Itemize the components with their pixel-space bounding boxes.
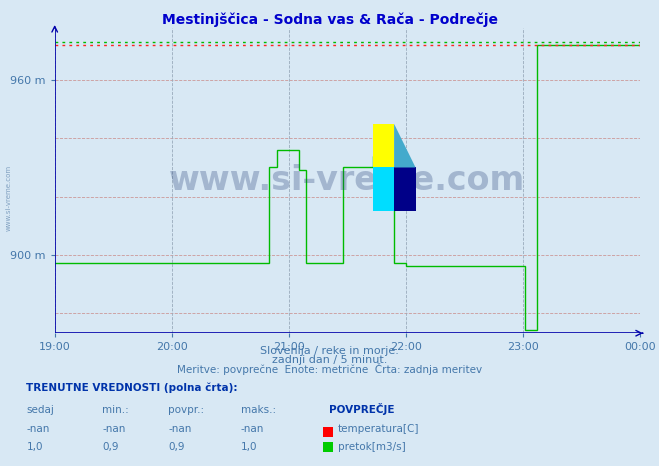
Text: maks.:: maks.: xyxy=(241,405,275,415)
Text: sedaj: sedaj xyxy=(26,405,54,415)
Text: www.si-vreme.com: www.si-vreme.com xyxy=(5,165,12,231)
Bar xyxy=(372,124,394,167)
Text: Mestinjščica - Sodna vas & Rača - Podrečje: Mestinjščica - Sodna vas & Rača - Podreč… xyxy=(161,12,498,27)
Text: POVPREČJE: POVPREČJE xyxy=(330,403,395,415)
Text: temperatura[C]: temperatura[C] xyxy=(338,425,420,434)
Text: Meritve: povprečne  Enote: metrične  Črta: zadnja meritev: Meritve: povprečne Enote: metrične Črta:… xyxy=(177,363,482,375)
Text: 1,0: 1,0 xyxy=(26,442,43,452)
Text: -nan: -nan xyxy=(26,425,49,434)
Bar xyxy=(372,167,394,211)
Text: 0,9: 0,9 xyxy=(102,442,119,452)
Text: www.si-vreme.com: www.si-vreme.com xyxy=(169,164,525,197)
Text: zadnji dan / 5 minut.: zadnji dan / 5 minut. xyxy=(272,356,387,365)
Bar xyxy=(394,167,416,211)
Text: povpr.:: povpr.: xyxy=(168,405,204,415)
Text: -nan: -nan xyxy=(168,425,191,434)
PathPatch shape xyxy=(394,124,416,167)
Text: 1,0: 1,0 xyxy=(241,442,257,452)
Text: -nan: -nan xyxy=(102,425,125,434)
Text: min.:: min.: xyxy=(102,405,129,415)
Text: -nan: -nan xyxy=(241,425,264,434)
Text: TRENUTNE VREDNOSTI (polna črta):: TRENUTNE VREDNOSTI (polna črta): xyxy=(26,382,238,392)
Text: 0,9: 0,9 xyxy=(168,442,185,452)
Text: pretok[m3/s]: pretok[m3/s] xyxy=(338,442,406,452)
Text: Slovenija / reke in morje.: Slovenija / reke in morje. xyxy=(260,346,399,356)
